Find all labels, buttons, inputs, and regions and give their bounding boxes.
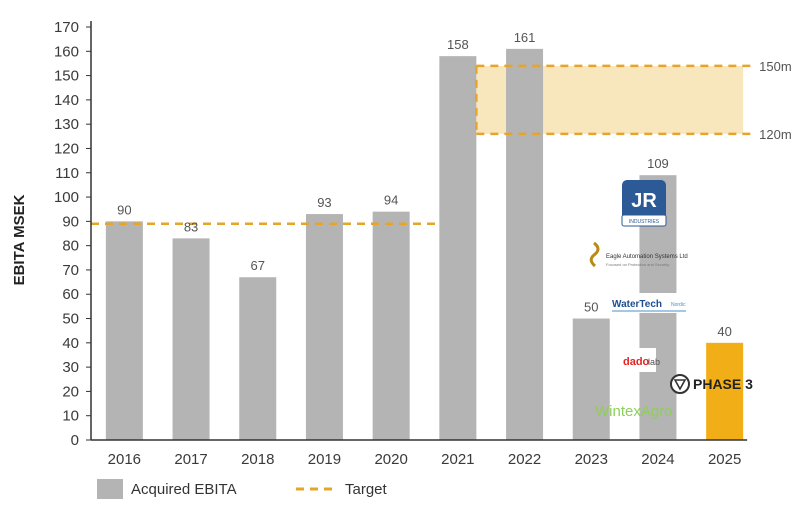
legend-swatch-acquired-ebita xyxy=(97,479,123,499)
svg-text:Nordic: Nordic xyxy=(671,302,686,308)
y-tick-label: 10 xyxy=(62,408,79,425)
svg-text:lab: lab xyxy=(648,357,660,367)
svg-text:WaterTech: WaterTech xyxy=(612,299,662,310)
bar-2021 xyxy=(439,56,477,440)
bar-2018 xyxy=(239,277,277,440)
data-label-2020: 94 xyxy=(384,193,398,208)
svg-text:JR: JR xyxy=(631,190,657,212)
y-tick-label: 170 xyxy=(54,19,79,36)
bar-2017 xyxy=(172,238,210,440)
jr-industries-logo: JR INDUSTRIES xyxy=(621,180,667,227)
y-tick-label: 50 xyxy=(62,311,79,328)
x-tick-label-2018: 2018 xyxy=(241,451,274,468)
svg-text:WintexAgro: WintexAgro xyxy=(595,403,673,420)
legend-label-acquired-ebita: Acquired EBITA xyxy=(131,481,237,498)
data-label-2021: 158 xyxy=(447,37,469,52)
data-label-2016: 90 xyxy=(117,202,131,217)
legend-label-target: Target xyxy=(345,481,388,498)
x-tick-label-2020: 2020 xyxy=(374,451,407,468)
data-label-2024: 109 xyxy=(647,156,669,171)
svg-text:Eagle Automation Systems Ltd: Eagle Automation Systems Ltd xyxy=(606,254,688,260)
bar-2025 xyxy=(706,342,744,440)
svg-text:INDUSTRIES: INDUSTRIES xyxy=(629,219,660,225)
svg-text:Focused on Protection and Secu: Focused on Protection and Security xyxy=(606,262,669,267)
band-label-150m: 150m xyxy=(759,59,792,74)
data-label-2019: 93 xyxy=(317,195,331,210)
x-tick-label-2019: 2019 xyxy=(308,451,341,468)
y-tick-label: 100 xyxy=(54,189,79,206)
data-label-2023: 50 xyxy=(584,300,598,315)
bar-2019 xyxy=(305,214,343,440)
band-label-120m: 120m xyxy=(759,127,792,142)
phase-3-logo: PHASE 3 xyxy=(670,374,753,394)
y-tick-label: 120 xyxy=(54,140,79,157)
wintex-agro-logo: WintexAgro xyxy=(595,403,673,420)
x-tick-label-2016: 2016 xyxy=(108,451,141,468)
x-tick-label-2022: 2022 xyxy=(508,451,541,468)
dado-lab-logo: dado lab xyxy=(620,348,660,372)
bar-2016 xyxy=(105,221,143,440)
bar-2020 xyxy=(372,211,410,440)
y-tick-label: 60 xyxy=(62,286,79,303)
data-label-2018: 67 xyxy=(251,258,265,273)
data-label-2017: 83 xyxy=(184,219,198,234)
svg-text:dado: dado xyxy=(623,356,650,368)
x-tick-label-2021: 2021 xyxy=(441,451,474,468)
watertech-logo: WaterTech Nordic xyxy=(606,293,690,313)
data-label-2022: 161 xyxy=(514,30,536,45)
y-tick-label: 90 xyxy=(62,213,79,230)
y-tick-label: 70 xyxy=(62,262,79,279)
x-tick-label-2017: 2017 xyxy=(174,451,207,468)
y-axis-label: EBITA MSEK xyxy=(11,194,28,285)
svg-text:PHASE 3: PHASE 3 xyxy=(693,376,753,392)
y-tick-label: 20 xyxy=(62,383,79,400)
legend: Acquired EBITA Target xyxy=(97,479,388,499)
x-tick-label-2024: 2024 xyxy=(641,451,674,468)
data-label-2025: 40 xyxy=(717,324,731,339)
bar-2023 xyxy=(572,318,610,440)
y-tick-label: 80 xyxy=(62,238,79,255)
y-tick-label: 140 xyxy=(54,92,79,109)
bar-2022 xyxy=(506,48,544,440)
y-tick-label: 160 xyxy=(54,43,79,60)
x-tick-label-2025: 2025 xyxy=(708,451,741,468)
y-tick-label: 110 xyxy=(55,165,79,182)
y-tick-label: 30 xyxy=(62,359,79,376)
y-tick-label: 40 xyxy=(62,335,79,352)
x-tick-label-2023: 2023 xyxy=(575,451,608,468)
y-tick-label: 0 xyxy=(71,432,79,449)
eagle-automation-logo: Eagle Automation Systems Ltd Focused on … xyxy=(589,241,688,268)
y-tick-label: 150 xyxy=(54,68,79,85)
y-tick-label: 130 xyxy=(54,116,79,133)
